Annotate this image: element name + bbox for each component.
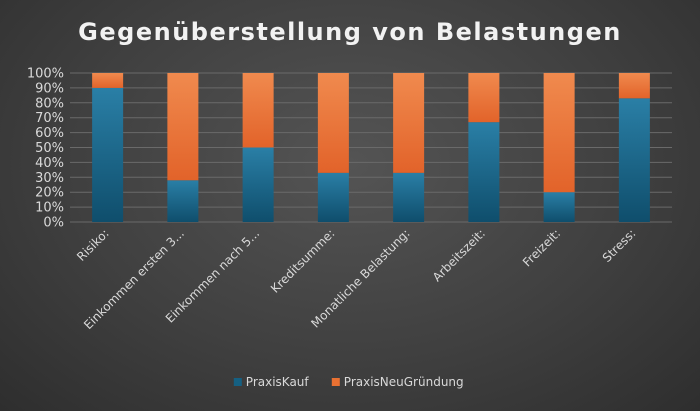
- bar-praxiskauf: [317, 172, 349, 222]
- bar-praxiskauf: [618, 98, 650, 222]
- y-tick-label: 10%: [35, 201, 64, 216]
- bar-praxiskauf: [242, 147, 274, 222]
- bar-praxisneugruendung: [393, 73, 425, 173]
- y-axis-ticks: 0%10%20%30%40%50%60%70%80%90%100%: [27, 67, 64, 231]
- legend-swatch: [233, 378, 242, 386]
- y-tick-label: 80%: [35, 96, 64, 111]
- bar-praxisneugruendung: [468, 73, 500, 123]
- y-tick-label: 90%: [35, 81, 64, 96]
- y-tick-label: 50%: [35, 141, 64, 156]
- y-tick-label: 20%: [35, 186, 64, 201]
- x-category-label: Freizeit:: [520, 226, 563, 269]
- bar-praxisneugruendung: [543, 73, 575, 193]
- chart-title: Gegenüberstellung von Belastungen: [78, 18, 622, 46]
- bar-praxisneugruendung: [242, 73, 274, 148]
- y-tick-label: 100%: [27, 67, 64, 82]
- y-tick-label: 30%: [35, 171, 64, 186]
- bar-praxisneugruendung: [92, 73, 124, 88]
- bar-praxiskauf: [393, 172, 425, 222]
- bar-praxiskauf: [92, 87, 124, 223]
- x-category-label: Arbeitszeit:: [430, 226, 488, 284]
- bar-praxiskauf: [167, 180, 199, 222]
- legend-swatch: [331, 378, 340, 386]
- y-tick-label: 70%: [35, 111, 64, 126]
- bar-praxisneugruendung: [618, 73, 650, 99]
- legend: PraxisKauf PraxisNeuGründung: [233, 375, 464, 389]
- bar-praxisneugruendung: [167, 73, 199, 181]
- legend-label: PraxisKauf: [246, 375, 310, 389]
- x-axis-labels: Risiko:Einkommen ersten 3...Einkommen na…: [74, 226, 638, 332]
- legend-label: PraxisNeuGründung: [344, 375, 464, 389]
- y-tick-label: 40%: [35, 156, 64, 171]
- bar-praxiskauf: [468, 122, 500, 222]
- y-tick-label: 0%: [43, 216, 64, 231]
- x-category-label: Risiko:: [74, 226, 112, 264]
- bar-praxiskauf: [543, 192, 575, 222]
- grid-layer: [70, 72, 672, 223]
- y-tick-label: 60%: [35, 126, 64, 141]
- bar-layer: [92, 73, 650, 223]
- x-category-label: Kreditsumme:: [268, 226, 337, 295]
- x-category-label: Stress:: [600, 226, 639, 265]
- bar-praxisneugruendung: [317, 73, 349, 173]
